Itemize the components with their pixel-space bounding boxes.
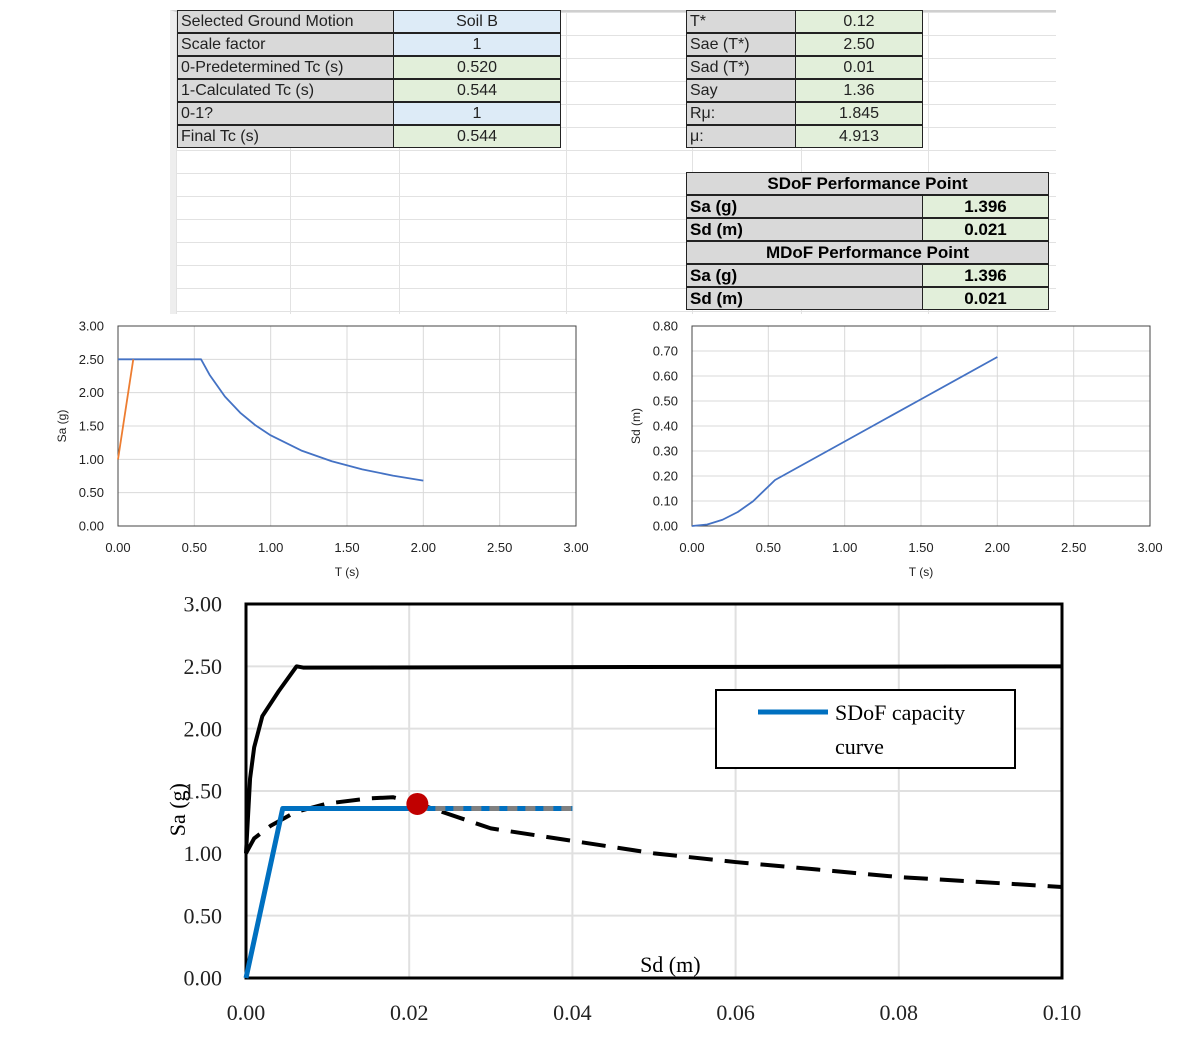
x-tick-label: 1.00 bbox=[832, 540, 857, 555]
row-label: 0-1? bbox=[177, 102, 394, 125]
x-tick-label: 0.02 bbox=[390, 1000, 429, 1025]
y-tick-label: 1.50 bbox=[184, 779, 223, 804]
cell-value[interactable]: 1.396 bbox=[922, 264, 1049, 287]
row-label: T* bbox=[686, 10, 796, 33]
y-tick-label: 0.50 bbox=[653, 394, 678, 409]
cell-value[interactable]: 1 bbox=[393, 102, 561, 125]
y-tick-label: 1.00 bbox=[79, 452, 104, 467]
cell-value[interactable]: 0.01 bbox=[795, 56, 923, 79]
y-tick-label: 1.50 bbox=[79, 419, 104, 434]
x-tick-label: 2.50 bbox=[1061, 540, 1086, 555]
x-tick-label: 3.00 bbox=[1137, 540, 1162, 555]
y-tick-label: 0.50 bbox=[184, 903, 223, 928]
cell-value[interactable]: 0.021 bbox=[922, 218, 1049, 241]
row-label: Rμ: bbox=[686, 102, 796, 125]
row-label: Sa (g) bbox=[686, 264, 923, 287]
y-axis-label: Sa (g) bbox=[55, 410, 69, 443]
performance-point-marker bbox=[406, 792, 429, 815]
displacement-spectrum-chart: 0.00 0.10 0.20 0.30 0.40 0.50 0.60 0.70 0.80 0.00… bbox=[629, 319, 1163, 579]
y-tick-label: 0.50 bbox=[79, 485, 104, 500]
row-label: Sae (T*) bbox=[686, 33, 796, 56]
y-axis-label: Sd (m) bbox=[629, 408, 643, 444]
x-axis-label: T (s) bbox=[335, 565, 359, 579]
row-label: Sa (g) bbox=[686, 195, 923, 218]
series-line-ramp bbox=[117, 359, 135, 460]
row-label: μ: bbox=[686, 125, 796, 148]
row-label: Sd (m) bbox=[686, 218, 923, 241]
x-tick-label: 0.00 bbox=[227, 1000, 266, 1025]
y-tick-label: 0.80 bbox=[653, 319, 678, 334]
y-tick-label: 0.40 bbox=[653, 419, 678, 434]
y-tick-label: 2.00 bbox=[184, 716, 223, 741]
x-tick-label: 2.00 bbox=[985, 540, 1010, 555]
y-tick-label: 2.50 bbox=[184, 654, 223, 679]
y-tick-label: 1.00 bbox=[184, 841, 223, 866]
elastic-spectrum-chart: 0.00 0.50 1.00 1.50 2.00 2.50 3.00 0.00 0.50 1.00… bbox=[55, 319, 589, 579]
sdof-performance-title: SDoF Performance Point bbox=[686, 172, 1049, 195]
x-tick-label: 2.00 bbox=[411, 540, 436, 555]
x-tick-label: 1.50 bbox=[908, 540, 933, 555]
y-tick-label: 2.50 bbox=[79, 352, 104, 367]
y-tick-label: 0.60 bbox=[653, 369, 678, 384]
cell-value[interactable]: 1.36 bbox=[795, 79, 923, 102]
row-label: 1-Calculated Tc (s) bbox=[177, 79, 394, 102]
x-tick-label: 0.10 bbox=[1043, 1000, 1082, 1025]
series-line-elastic bbox=[118, 358, 424, 482]
legend-label: SDoF capacity curve bbox=[835, 700, 965, 759]
series-line-Sd bbox=[691, 356, 998, 527]
cell-value[interactable]: 4.913 bbox=[795, 125, 923, 148]
cell-value[interactable]: 1.845 bbox=[795, 102, 923, 125]
x-tick-label: 0.06 bbox=[716, 1000, 755, 1025]
cell-value[interactable]: 1.396 bbox=[922, 195, 1049, 218]
cell-value[interactable]: 0.12 bbox=[795, 10, 923, 33]
x-tick-label: 0.00 bbox=[105, 540, 130, 555]
x-axis-label: T (s) bbox=[909, 565, 933, 579]
y-tick-label: 0.70 bbox=[653, 344, 678, 359]
cell-value[interactable]: 0.021 bbox=[922, 287, 1049, 310]
cell-value[interactable]: 0.544 bbox=[393, 125, 561, 148]
x-tick-label: 0.50 bbox=[756, 540, 781, 555]
adrs-chart: 0.00 0.50 1.00 1.50 2.00 2.50 3.00 0.00 0.02 0.04… bbox=[165, 592, 1082, 1025]
cell-value[interactable]: 0.520 bbox=[393, 56, 561, 79]
row-label: Sd (m) bbox=[686, 287, 923, 310]
plot-area bbox=[691, 325, 1151, 527]
y-tick-label: 3.00 bbox=[184, 592, 223, 617]
cell-value[interactable]: Soil B bbox=[393, 10, 561, 33]
x-axis-label: Sd (m) bbox=[640, 952, 701, 977]
y-tick-label: 0.30 bbox=[653, 444, 678, 459]
x-tick-label: 1.50 bbox=[334, 540, 359, 555]
legend-box bbox=[715, 689, 1016, 769]
y-tick-label: 0.20 bbox=[653, 469, 678, 484]
plot-area bbox=[117, 325, 577, 527]
y-tick-label: 2.00 bbox=[79, 385, 104, 400]
y-tick-label: 0.10 bbox=[653, 494, 678, 509]
y-tick-label: 0.00 bbox=[184, 966, 223, 991]
mdof-performance-title: MDoF Performance Point bbox=[686, 241, 1049, 264]
x-tick-label: 0.00 bbox=[679, 540, 704, 555]
row-label: 0-Predetermined Tc (s) bbox=[177, 56, 394, 79]
row-label: Sad (T*) bbox=[686, 56, 796, 79]
x-tick-label: 1.00 bbox=[258, 540, 283, 555]
x-tick-label: 0.04 bbox=[553, 1000, 592, 1025]
x-tick-label: 0.50 bbox=[182, 540, 207, 555]
cell-value[interactable]: 1 bbox=[393, 33, 561, 56]
y-axis-label: Sa (g) bbox=[165, 783, 190, 836]
y-tick-label: 3.00 bbox=[79, 319, 104, 334]
x-tick-label: 2.50 bbox=[487, 540, 512, 555]
y-tick-label: 0.00 bbox=[653, 519, 678, 534]
row-label: Final Tc (s) bbox=[177, 125, 394, 148]
row-label: Scale factor bbox=[177, 33, 394, 56]
row-label: Selected Ground Motion bbox=[177, 10, 394, 33]
series-line-elastic-demand bbox=[244, 664, 1063, 854]
cell-value[interactable]: 0.544 bbox=[393, 79, 561, 102]
row-label: Say bbox=[686, 79, 796, 102]
x-tick-label: 3.00 bbox=[563, 540, 588, 555]
plot-area bbox=[244, 602, 1064, 980]
x-tick-label: 0.08 bbox=[880, 1000, 919, 1025]
y-tick-label: 0.00 bbox=[79, 519, 104, 534]
cell-value[interactable]: 2.50 bbox=[795, 33, 923, 56]
